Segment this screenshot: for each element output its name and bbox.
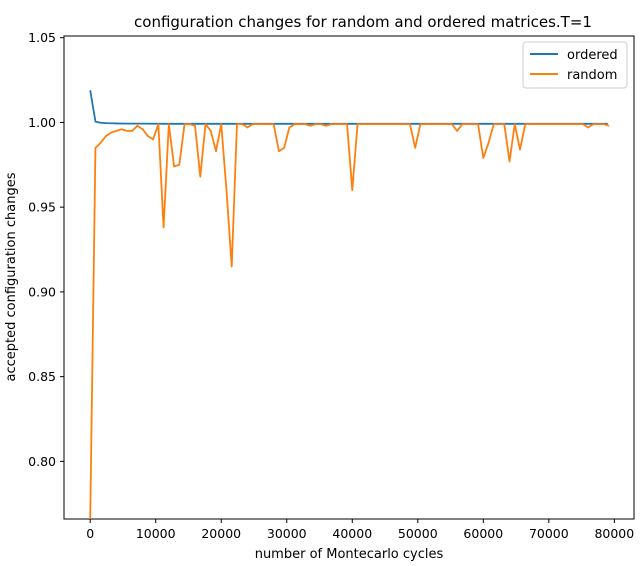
x-tick-label: 40000 bbox=[332, 526, 372, 541]
y-tick-label: 1.05 bbox=[28, 30, 56, 45]
plot-area: 0 10000 20000 30000 40000 50000 60000 70000 8000… bbox=[28, 30, 635, 541]
y-tick-label: 0.80 bbox=[28, 454, 56, 469]
y-tick-label: 0.85 bbox=[28, 369, 56, 384]
y-axis-label: accepted configuration changes bbox=[4, 172, 19, 381]
x-axis-label: number of Montecarlo cycles bbox=[255, 547, 444, 562]
y-axis: 0.80 0.85 0.90 0.95 1.00 1.05 bbox=[28, 30, 64, 469]
series-line-random bbox=[89, 123, 610, 519]
x-tick-label: 70000 bbox=[529, 526, 569, 541]
y-tick-label: 1.00 bbox=[28, 115, 56, 130]
axes-frame bbox=[63, 35, 635, 520]
x-tick-label: 20000 bbox=[201, 526, 241, 541]
y-tick-label: 0.95 bbox=[28, 200, 56, 215]
series-line-ordered bbox=[89, 90, 608, 125]
chart-title: configuration changes for random and ord… bbox=[134, 13, 592, 31]
x-tick-label: 10000 bbox=[136, 526, 176, 541]
x-tick-label: 80000 bbox=[594, 526, 634, 541]
x-tick-label: 30000 bbox=[267, 526, 307, 541]
x-axis: 0 10000 20000 30000 40000 50000 60000 70000 8000… bbox=[86, 519, 634, 541]
series-lines bbox=[89, 90, 610, 519]
y-tick-label: 0.90 bbox=[28, 284, 56, 299]
x-tick-label: 0 bbox=[86, 526, 94, 541]
x-tick-label: 50000 bbox=[398, 526, 438, 541]
legend: ordered random bbox=[522, 41, 628, 89]
legend-label-ordered: ordered bbox=[567, 48, 618, 63]
x-tick-label: 60000 bbox=[463, 526, 503, 541]
legend-label-random: random bbox=[567, 68, 617, 83]
